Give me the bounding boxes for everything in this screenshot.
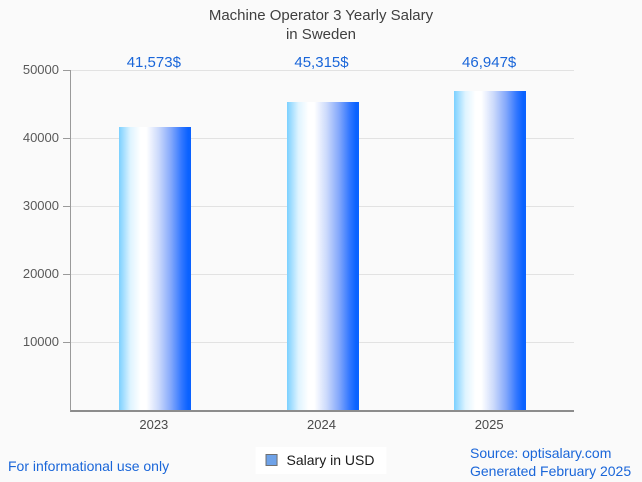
- plot-area: 10000 20000 30000 40000 50000: [23, 62, 574, 412]
- footer-disclaimer: For informational use only: [8, 458, 170, 474]
- ytick-label-20000: 20000: [22, 266, 59, 281]
- ytick-mark-40000: [63, 138, 71, 139]
- footer-source: Source: optisalary.com Generated Februar…: [470, 444, 636, 480]
- bar-2024[interactable]: [286, 101, 359, 410]
- gridline-y-50000: [71, 70, 574, 71]
- ytick-label-10000: 10000: [22, 334, 59, 349]
- value-label-2025: 46,947$: [462, 54, 517, 71]
- chart-title: Machine Operator 3 Yearly Salary in Swed…: [208, 7, 434, 43]
- xtick-label-2023: 2023: [139, 417, 169, 432]
- legend-label: Salary in USD: [286, 452, 375, 468]
- ytick-mark-20000: [63, 274, 71, 275]
- bar-2025[interactable]: [454, 90, 527, 410]
- ytick-label-50000: 50000: [22, 62, 59, 77]
- ytick-mark-50000: [63, 70, 71, 71]
- value-label-2023: 41,573$: [126, 54, 181, 71]
- ytick-mark-30000: [63, 206, 71, 207]
- xtick-label-2025: 2025: [474, 417, 504, 432]
- bar-2023[interactable]: [118, 127, 191, 410]
- generated-line: Generated February 2025: [470, 463, 632, 479]
- legend[interactable]: Salary in USD: [255, 447, 387, 474]
- ytick-label-40000: 40000: [22, 130, 59, 145]
- ytick-mark-10000: [63, 342, 71, 343]
- value-label-2024: 45,315$: [294, 54, 349, 71]
- xtick-label-2024: 2024: [307, 417, 336, 432]
- ytick-label-30000: 30000: [22, 198, 59, 213]
- legend-marker-icon: [265, 454, 278, 466]
- source-line: Source: optisalary.com: [470, 445, 612, 461]
